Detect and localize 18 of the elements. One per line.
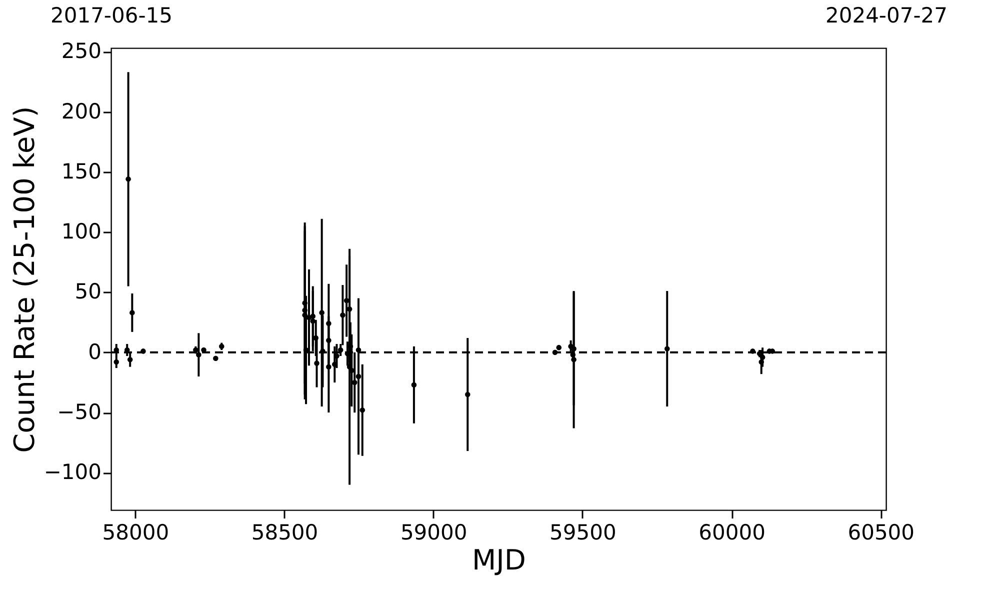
- y-tick-label: 250: [61, 39, 102, 64]
- x2-tick-label: 2024-07-27: [825, 4, 948, 28]
- x-tick-label: 60000: [698, 520, 766, 544]
- x-tick-label: 58500: [251, 520, 318, 544]
- x-tick-label: 58000: [102, 520, 170, 544]
- y-tick-label: 150: [61, 159, 102, 184]
- x2-tick-label: 2017-06-15: [50, 4, 173, 28]
- y-tick-label: −50: [57, 400, 102, 424]
- y-tick-label: 0: [88, 340, 102, 364]
- x-tick-label: 59000: [400, 520, 468, 544]
- y-axis-title: Count Rate (25-100 keV): [8, 106, 41, 453]
- y-tick-label: −100: [44, 460, 102, 484]
- x-tick-label: 59500: [550, 520, 616, 544]
- y-tick-label: 100: [61, 220, 102, 244]
- x-tick-label: 60500: [848, 520, 915, 544]
- y-tick-label: 200: [61, 99, 102, 124]
- x-axis-title: MJD: [472, 544, 526, 576]
- y-tick-label: 50: [74, 280, 102, 304]
